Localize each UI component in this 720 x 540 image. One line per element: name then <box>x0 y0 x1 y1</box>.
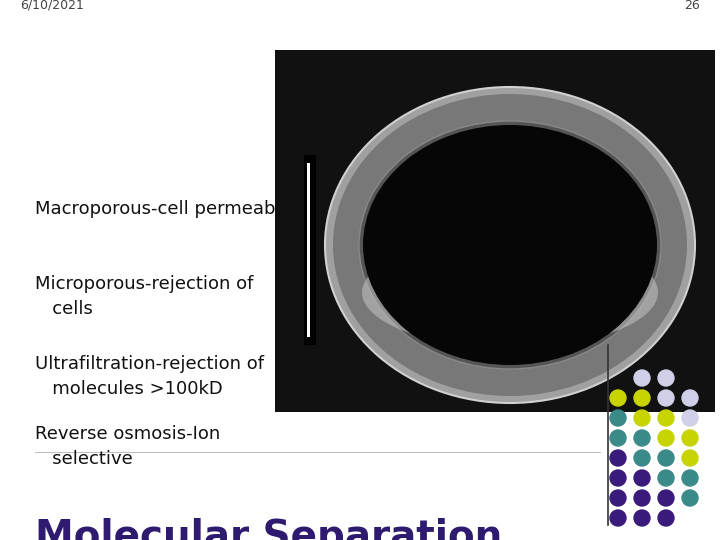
Circle shape <box>610 410 626 426</box>
Circle shape <box>634 470 650 486</box>
Text: Reverse osmosis-Ion
   selective: Reverse osmosis-Ion selective <box>35 425 220 468</box>
Ellipse shape <box>362 237 658 348</box>
Text: Ultrafiltration-rejection of
   molecules >100kD: Ultrafiltration-rejection of molecules >… <box>35 355 264 398</box>
Text: 26: 26 <box>684 0 700 12</box>
Circle shape <box>658 450 674 466</box>
Circle shape <box>682 410 698 426</box>
FancyBboxPatch shape <box>304 155 316 345</box>
Circle shape <box>634 430 650 446</box>
Circle shape <box>658 410 674 426</box>
Circle shape <box>634 410 650 426</box>
Circle shape <box>610 450 626 466</box>
Ellipse shape <box>359 121 661 369</box>
Circle shape <box>682 390 698 406</box>
Circle shape <box>634 370 650 386</box>
Circle shape <box>682 430 698 446</box>
Circle shape <box>658 370 674 386</box>
Text: 6/10/2021: 6/10/2021 <box>20 0 84 12</box>
Circle shape <box>610 470 626 486</box>
Circle shape <box>634 450 650 466</box>
Circle shape <box>634 490 650 506</box>
Ellipse shape <box>333 94 687 396</box>
Ellipse shape <box>363 125 657 365</box>
Circle shape <box>610 430 626 446</box>
Circle shape <box>658 390 674 406</box>
Circle shape <box>658 490 674 506</box>
Circle shape <box>682 450 698 466</box>
Circle shape <box>658 430 674 446</box>
Circle shape <box>610 490 626 506</box>
FancyBboxPatch shape <box>307 163 310 337</box>
Text: Microporous-rejection of
   cells: Microporous-rejection of cells <box>35 275 253 318</box>
Circle shape <box>658 510 674 526</box>
Circle shape <box>682 490 698 506</box>
Text: Macroporous-cell permeable: Macroporous-cell permeable <box>35 200 292 218</box>
Circle shape <box>610 390 626 406</box>
Circle shape <box>634 510 650 526</box>
Circle shape <box>658 470 674 486</box>
FancyBboxPatch shape <box>275 50 715 412</box>
Circle shape <box>610 510 626 526</box>
Ellipse shape <box>325 87 695 403</box>
Circle shape <box>682 470 698 486</box>
Circle shape <box>634 390 650 406</box>
Text: Molecular Separation: Molecular Separation <box>35 518 503 540</box>
